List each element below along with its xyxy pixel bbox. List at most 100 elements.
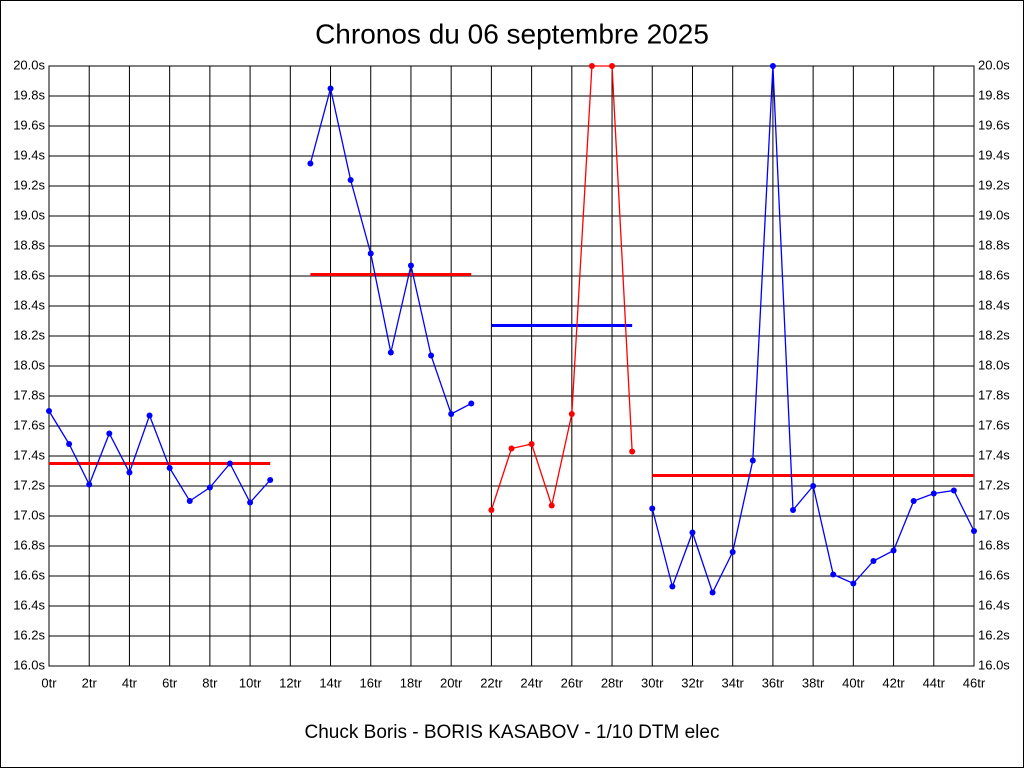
y-tick-label: 18.0s (13, 357, 45, 372)
x-tick-label: 20tr (440, 675, 463, 690)
y-tick-label: 17.6s (13, 417, 45, 432)
x-tick-label: 6tr (162, 675, 178, 690)
y2-tick-label: 16.6s (978, 567, 1010, 582)
y-tick-label: 19.4s (13, 147, 45, 162)
point (307, 160, 314, 167)
point (327, 85, 334, 92)
x-tick-label: 8tr (202, 675, 218, 690)
point (609, 63, 616, 69)
point (166, 465, 173, 471)
y2-tick-label: 16.4s (978, 597, 1010, 612)
y2-tick-label: 19.4s (978, 147, 1010, 162)
x-tick-label: 14tr (319, 675, 342, 690)
point (910, 498, 917, 504)
y-tick-label: 19.0s (13, 207, 45, 222)
y-tick-label: 18.6s (13, 267, 45, 282)
x-tick-label: 40tr (842, 675, 865, 690)
y-tick-label: 16.2s (13, 627, 45, 642)
y2-tick-label: 16.0s (978, 657, 1010, 672)
point (548, 502, 555, 509)
x-tick-label: 46tr (963, 675, 986, 690)
y2-tick-label: 19.8s (978, 87, 1010, 102)
point (247, 499, 254, 506)
point (769, 63, 776, 69)
y-tick-label: 19.6s (13, 117, 45, 132)
point (407, 262, 414, 269)
y2-tick-label: 16.8s (978, 537, 1010, 552)
y-tick-label: 17.4s (13, 447, 45, 462)
point (86, 481, 93, 488)
y2-tick-label: 16.2s (978, 627, 1010, 642)
point (830, 571, 837, 578)
y-tick-label: 17.2s (13, 477, 45, 492)
point (629, 448, 636, 455)
series-line (490, 65, 633, 511)
point (347, 177, 354, 183)
y2-tick-label: 17.6s (978, 417, 1010, 432)
point (126, 469, 133, 476)
y2-tick-label: 19.0s (978, 207, 1010, 222)
point (749, 457, 756, 464)
point (568, 411, 575, 417)
x-tick-label: 22tr (480, 675, 503, 690)
y-tick-label: 19.8s (13, 87, 45, 102)
x-tick-label: 12tr (279, 675, 302, 690)
point (850, 580, 857, 587)
point (267, 477, 274, 483)
x-tick-label: 18tr (400, 675, 423, 690)
x-tick-label: 32tr (681, 675, 704, 690)
x-tick-label: 34tr (721, 675, 744, 690)
plot-area (48, 65, 975, 667)
y-tick-label: 16.0s (13, 657, 45, 672)
point (206, 484, 213, 491)
point (226, 460, 233, 467)
point (448, 411, 455, 417)
point (146, 412, 153, 419)
y2-tick-label: 20.0s (978, 57, 1010, 72)
y-tick-label: 17.8s (13, 387, 45, 402)
y-tick-label: 16.4s (13, 597, 45, 612)
x-tick-label: 4tr (122, 675, 138, 690)
x-tick-label: 42tr (882, 675, 905, 690)
y-tick-label: 19.2s (13, 177, 45, 192)
point (186, 498, 193, 504)
point (428, 352, 435, 359)
point (709, 589, 716, 596)
y2-tick-label: 19.6s (978, 117, 1010, 132)
point (649, 505, 656, 512)
y2-tick-label: 17.8s (978, 387, 1010, 402)
point (950, 487, 957, 494)
y-tick-label: 16.8s (13, 537, 45, 552)
x-tick-label: 28tr (601, 675, 624, 690)
y-tick-label: 20.0s (13, 57, 45, 72)
y-tick-label: 16.6s (13, 567, 45, 582)
point (387, 349, 394, 356)
x-tick-label: 2tr (82, 675, 98, 690)
point (669, 583, 676, 590)
x-tick-label: 30tr (641, 675, 664, 690)
point (870, 558, 877, 564)
x-tick-label: 38tr (802, 675, 825, 690)
x-tick-label: 26tr (561, 675, 584, 690)
point (367, 250, 374, 257)
y-tick-label: 18.4s (13, 297, 45, 312)
x-tick-label: 36tr (762, 675, 785, 690)
point (528, 441, 535, 447)
y2-tick-label: 17.0s (978, 507, 1010, 522)
point (588, 63, 595, 69)
y2-tick-label: 17.4s (978, 447, 1010, 462)
point (729, 549, 736, 555)
y-tick-label: 18.8s (13, 237, 45, 252)
point (810, 483, 817, 489)
y2-tick-label: 18.8s (978, 237, 1010, 252)
chart-title: Chronos du 06 septembre 2025 (315, 18, 709, 49)
point (971, 528, 977, 534)
x-tick-label: 0tr (41, 675, 57, 690)
y2-tick-label: 18.2s (978, 327, 1010, 342)
point (66, 441, 73, 447)
point (689, 529, 696, 536)
point (508, 445, 515, 452)
point (930, 490, 937, 497)
